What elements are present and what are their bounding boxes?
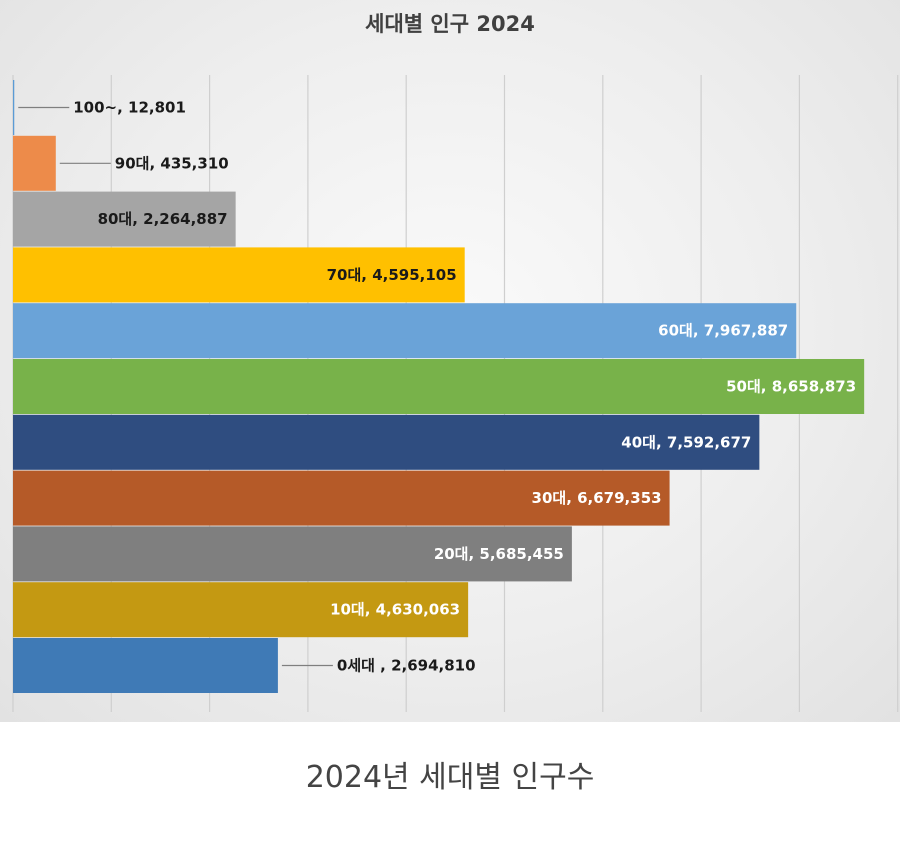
bar: [13, 191, 236, 247]
bar-layer: [13, 80, 865, 693]
bar-chart: 0세대 , 2,694,810 10대, 4,630,063 20대, 5,685,…: [12, 75, 899, 712]
bar: [13, 359, 865, 414]
bar: [13, 80, 15, 135]
bar-data-label: 30대, 6,679,353: [532, 489, 662, 507]
bar-data-label: 90대, 435,310: [115, 154, 229, 172]
bar-data-label: 80대, 2,264,887: [98, 210, 228, 228]
bar-data-label: 60대, 7,967,887: [658, 322, 788, 340]
bar: [13, 303, 797, 359]
bar-data-label: 10대, 4,630,063: [330, 601, 460, 619]
bar: [13, 526, 572, 582]
bar-data-label: 70대, 4,595,105: [327, 266, 457, 284]
chart-title: 세대별 인구 2024: [365, 12, 535, 36]
bar-data-label: 0세대 , 2,694,810: [337, 657, 476, 675]
bar: [13, 582, 469, 638]
bar-data-label: 20대, 5,685,455: [434, 545, 564, 563]
bar: [13, 638, 278, 693]
bar: [13, 470, 670, 526]
bar-data-label: 40대, 7,592,677: [621, 433, 751, 451]
bar-data-label: 50대, 8,658,873: [726, 378, 856, 396]
bar-data-label: 100~, 12,801: [73, 99, 186, 117]
chart-panel: 세대별 인구 2024 0세대 , 2,694,810 10대, 4,630,06…: [0, 0, 900, 722]
label-layer: 0세대 , 2,694,810 10대, 4,630,063 20대, 5,685,…: [18, 99, 856, 675]
bar: [13, 414, 760, 470]
bar: [13, 247, 465, 303]
bar: [13, 135, 56, 191]
caption: 2024년 세대별 인구수: [305, 760, 595, 795]
